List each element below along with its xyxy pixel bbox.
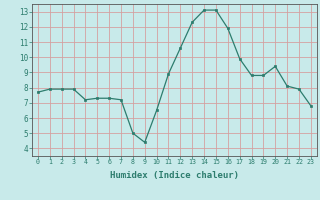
X-axis label: Humidex (Indice chaleur): Humidex (Indice chaleur) bbox=[110, 171, 239, 180]
